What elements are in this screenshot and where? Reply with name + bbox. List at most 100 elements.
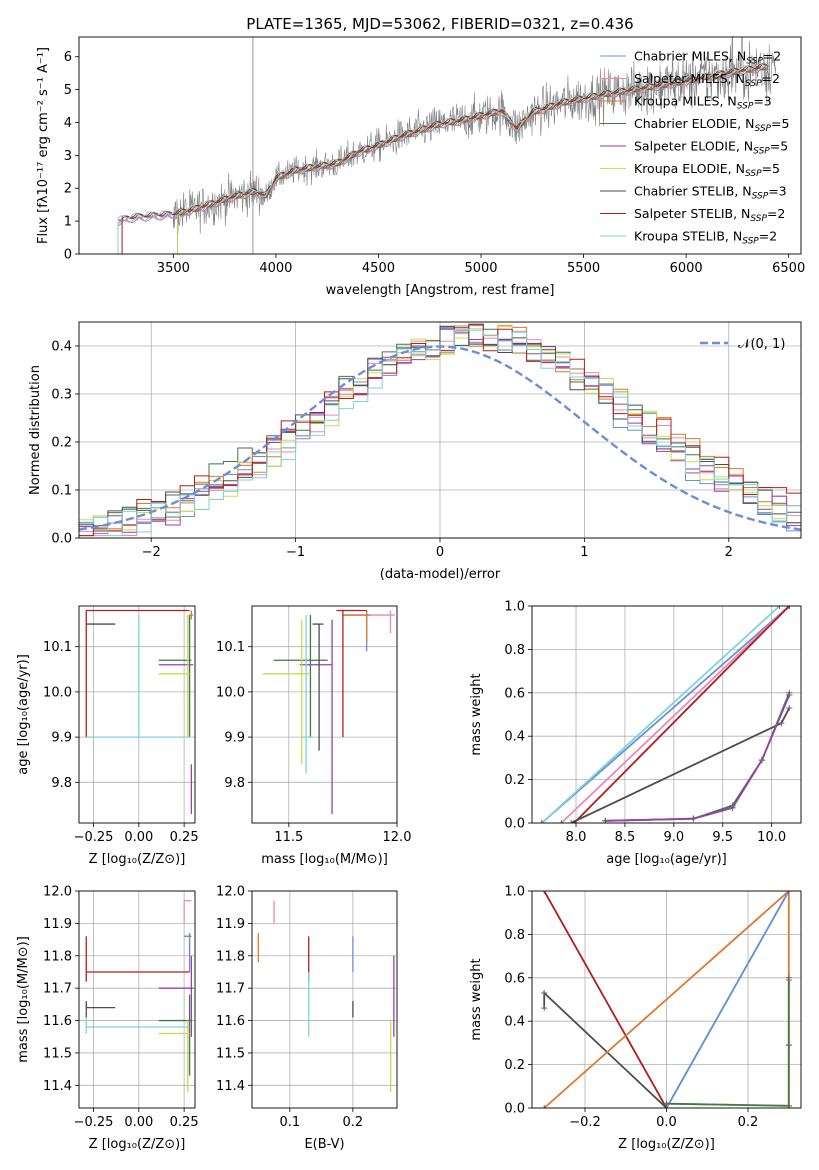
y-tick-label: 4 — [64, 116, 72, 131]
point-marker — [778, 720, 785, 727]
point-marker — [541, 891, 548, 894]
series-salpeter-stelib — [543, 891, 668, 1108]
x-tick-label: 2 — [725, 545, 733, 560]
plot-area-z_age — [85, 609, 194, 814]
y-tick-label: 0.4 — [504, 730, 525, 745]
y-tick-label: 11.7 — [43, 982, 72, 997]
panel-age_mw: 8.0 8.5 9.0 9.5 10.0 0.0 0.2 0.4 0.6 0.8 1.0 age [l… — [469, 600, 802, 867]
x-tick-label: 0.00 — [124, 830, 153, 845]
x-tick-label: 10.0 — [757, 830, 786, 845]
point-marker — [786, 691, 793, 698]
grid-mass_age — [252, 606, 398, 823]
axes-frame — [251, 605, 398, 824]
x-tick-label: −2 — [142, 545, 161, 560]
y-tick-label: 10.0 — [216, 685, 245, 700]
axes-frame — [531, 890, 802, 1109]
y-tick-label: 10.1 — [43, 640, 72, 655]
axes-frame — [78, 605, 196, 824]
series-kroupa-stelib — [541, 606, 781, 823]
plot-area-age_mw — [538, 606, 793, 823]
axes-frame — [78, 321, 802, 539]
x-tick-label: −0.25 — [74, 1115, 114, 1130]
x-tick-label: 6500 — [772, 261, 805, 276]
point-marker — [776, 606, 783, 609]
x-tick-label: 9.0 — [663, 830, 684, 845]
x-tick-label: 5500 — [567, 261, 600, 276]
y-tick-label: 2 — [64, 182, 72, 197]
x-tick-label: 11.5 — [274, 830, 303, 845]
y-tick-label: 5 — [64, 83, 72, 98]
y-tick-label: 0.2 — [504, 773, 525, 788]
y-tick-label: 11.9 — [216, 917, 245, 932]
y-tick-label: 11.6 — [216, 1014, 245, 1029]
y-axis-label: Flux [fλ10⁻¹⁷ erg cm⁻² s⁻¹ A⁻¹] — [36, 47, 51, 244]
x-axis-label: mass [log₁₀(M/M⊙)] — [261, 852, 388, 867]
grid-z_mass — [79, 890, 195, 1108]
y-tick-label: 1.0 — [504, 600, 525, 615]
x-tick-label: 0.0 — [656, 1115, 677, 1130]
y-tick-label: 0.1 — [51, 484, 72, 499]
x-tick-label: 0.2 — [738, 1115, 759, 1130]
x-axis-label: (data-model)/error — [380, 567, 501, 582]
y-tick-label: 1.0 — [504, 885, 525, 900]
series-salpeter-miles — [560, 606, 790, 823]
y-tick-label: 0.8 — [504, 928, 525, 943]
x-tick-label: −0.2 — [569, 1115, 601, 1130]
plot-area-z_mw — [541, 891, 792, 1108]
y-tick-label: 10.1 — [216, 640, 245, 655]
panel-spectrum: 3500 4000 4500 5000 5500 6000 6500 0 1 2 3 4 5 6 wavel… — [36, 36, 805, 298]
y-tick-label: 0 — [64, 248, 72, 263]
panel-z_age: −0.25 0.00 0.25 9.8 9.9 10.0 10.1 Z [log₁₀(Z/Z⊙… — [16, 605, 199, 867]
y-tick-label: 11.6 — [43, 1014, 72, 1029]
y-tick-label: 0.2 — [51, 436, 72, 451]
series-chabrier-elodie — [605, 692, 791, 822]
x-axis-label: Z [log₁₀(Z/Z⊙)] — [618, 1137, 715, 1152]
x-tick-label: 0.00 — [124, 1115, 153, 1130]
plot-area-mass_age — [262, 609, 395, 814]
x-tick-label: 0.25 — [170, 1115, 199, 1130]
y-axis-label: Normed distribution — [28, 365, 43, 495]
y-tick-label: 0.0 — [51, 532, 72, 547]
y-tick-label: 0.0 — [504, 817, 525, 832]
panel-mass_age: 11.5 12.0 9.8 9.9 10.0 10.1 mass [log₁₀(M/M⊙)] — [216, 605, 411, 867]
model-salpeter-stelib — [121, 63, 769, 254]
x-tick-label: 8.5 — [615, 830, 636, 845]
y-axis-label: mass weight — [469, 673, 484, 755]
y-tick-label: 11.7 — [216, 982, 245, 997]
point-marker — [568, 820, 575, 823]
legend-label: Chabrier MILES, NSSP=2 — [634, 49, 781, 67]
x-axis-label: Z [log₁₀(Z/Z⊙)] — [89, 1137, 186, 1152]
legend-label: Salpeter MILES, NSSP=2 — [634, 71, 780, 89]
series-chabrier-elodie — [666, 980, 790, 1107]
y-tick-label: 0.4 — [51, 340, 72, 355]
series-salpeter-stelib — [573, 606, 790, 823]
legend-label: Salpeter ELODIE, NSSP=5 — [634, 139, 788, 157]
panel-z_mass: −0.25 0.00 0.25 11.4 11.5 11.6 11.7 11.8 11.9 12.… — [16, 885, 199, 1153]
y-tick-label: 11.5 — [216, 1046, 245, 1061]
y-tick-label: 3 — [64, 149, 72, 164]
panel-z_mw: −0.2 0.0 0.2 0.0 0.2 0.4 0.6 0.8 1.0 Z [log₁₀(Z/Z… — [469, 885, 802, 1152]
y-tick-label: 0.0 — [504, 1102, 525, 1117]
x-tick-label: −1 — [286, 545, 305, 560]
axes-frame — [78, 890, 196, 1109]
point-marker — [690, 815, 697, 822]
y-tick-label: 1 — [64, 215, 72, 230]
y-tick-label: 11.4 — [216, 1079, 245, 1094]
y-tick-label: 9.8 — [224, 776, 245, 791]
point-marker — [729, 804, 736, 811]
y-tick-label: 6 — [64, 50, 72, 65]
x-tick-label: 1 — [580, 545, 588, 560]
y-tick-label: 0.2 — [504, 1058, 525, 1073]
plot-area-ebv_mass — [257, 900, 395, 1092]
x-tick-label: 6000 — [670, 261, 703, 276]
axes-frame — [251, 890, 398, 1109]
x-axis-label: Z [log₁₀(Z/Z⊙)] — [89, 852, 186, 867]
y-tick-label: 9.9 — [51, 731, 72, 746]
x-tick-label: −0.25 — [74, 830, 114, 845]
point-marker — [663, 1100, 670, 1107]
y-tick-label: 11.8 — [216, 949, 245, 964]
point-marker — [541, 989, 548, 996]
y-tick-label: 12.0 — [43, 885, 72, 900]
figure-title: PLATE=1365, MJD=53062, FIBERID=0321, z=0… — [246, 15, 633, 33]
